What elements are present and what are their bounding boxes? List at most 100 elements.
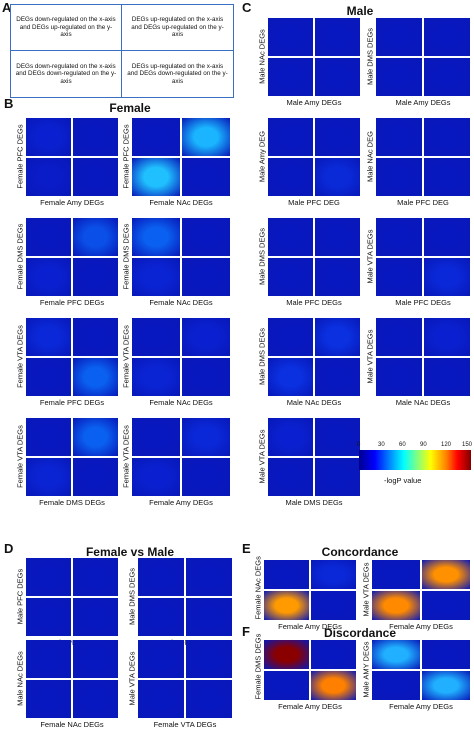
colorbar-tick: 60 (399, 442, 406, 448)
heatmap-quadrant (315, 318, 360, 356)
heatmap (26, 558, 118, 636)
heatmap-quadrant (138, 680, 184, 718)
panel-letter-e: E (242, 541, 251, 556)
heatmap-quadrant (311, 591, 356, 620)
heatmap-quadrant (73, 418, 118, 456)
heatmap-quadrant (376, 158, 422, 196)
heatmap (26, 418, 118, 496)
heatmap-y-label: Male AMY DEGs (361, 641, 371, 698)
heatmap-quadrant (315, 458, 360, 496)
discordance-title: Discordance (323, 626, 397, 640)
heatmap-x-label: Female PFC DEGs (39, 398, 105, 407)
heatmap-quadrant (186, 598, 232, 636)
heatmap-x-label: Male PFC DEG (288, 198, 340, 207)
heatmap-quadrant (424, 58, 470, 96)
heatmap-y-label: Female VTA DEGs (15, 325, 25, 388)
heatmap (26, 118, 118, 196)
heatmap-y-label: Male DMS DEGs (257, 327, 267, 386)
heatmap-quadrant (138, 640, 184, 678)
heatmap-y-label: Female PFC DEGs (121, 124, 131, 189)
heatmap-quadrant (26, 598, 71, 636)
heatmap-y-label: Male DMS DEGs (127, 567, 137, 626)
heatmap (264, 640, 356, 700)
heatmap-quadrant (26, 118, 71, 156)
heatmap-x-label: Female PFC DEGs (39, 298, 105, 307)
heatmap-quadrant (73, 358, 118, 396)
heatmap-quadrant (372, 591, 420, 620)
heatmap (132, 418, 230, 496)
heatmap (376, 218, 470, 296)
heatmap-y-label: Female DMS DEGs (15, 223, 25, 290)
heatmap-quadrant (372, 560, 420, 589)
heatmap-quadrant (311, 640, 356, 669)
panel-letter-f: F (242, 624, 250, 639)
heatmap (268, 18, 360, 96)
quadrant-legend: DEGs down-regulated on the x-axis and DE… (10, 4, 234, 98)
panel-letter-c: C (242, 0, 252, 15)
heatmap-quadrant (268, 18, 313, 56)
heatmap (268, 318, 360, 396)
heatmap-quadrant (26, 258, 71, 296)
heatmap-x-label: Female NAc DEGs (40, 720, 104, 729)
heatmap-x-label: Female DMS DEGs (39, 498, 105, 507)
heatmap-quadrant (311, 560, 356, 589)
heatmap (376, 318, 470, 396)
heatmap-quadrant (73, 458, 118, 496)
heatmap-quadrant (315, 18, 360, 56)
female-vs-male-title: Female vs Male (85, 545, 175, 559)
colorbar-tick: 90 (420, 442, 427, 448)
legend-top-right: DEGs up-regulated on the x-axis and DEGs… (122, 5, 233, 51)
heatmap-quadrant (26, 318, 71, 356)
heatmap-quadrant (424, 18, 470, 56)
heatmap-x-label: Female DMS DEGs (152, 638, 218, 647)
heatmap-quadrant (26, 358, 71, 396)
heatmap-quadrant (311, 671, 356, 700)
heatmap-quadrant (424, 258, 470, 296)
heatmap-quadrant (376, 58, 422, 96)
heatmap-y-label: Male VTA DEGs (365, 229, 375, 284)
heatmap-quadrant (376, 18, 422, 56)
heatmap-quadrant (73, 558, 118, 596)
heatmap-quadrant (376, 358, 422, 396)
colorbar-label: -logP value (384, 476, 422, 485)
heatmap-quadrant (268, 118, 313, 156)
heatmap-x-label: Female Amy DEGs (40, 198, 104, 207)
heatmap-x-label: Male NAc DEGs (286, 398, 342, 407)
heatmap-quadrant (315, 418, 360, 456)
heatmap (376, 18, 470, 96)
heatmap-x-label: Male Amy DEGs (286, 98, 342, 107)
heatmap-x-label: Female NAc DEGs (149, 198, 213, 207)
heatmap-quadrant (376, 258, 422, 296)
heatmap-quadrant (132, 458, 180, 496)
heatmap-quadrant (182, 158, 230, 196)
heatmap-quadrant (182, 358, 230, 396)
heatmap-quadrant (186, 558, 232, 596)
heatmap-x-label: Female PFC DEGs (39, 638, 105, 647)
heatmap-quadrant (26, 218, 71, 256)
heatmap (26, 318, 118, 396)
heatmap-quadrant (424, 118, 470, 156)
heatmap-quadrant (424, 218, 470, 256)
heatmap-x-label: Male DMS DEGs (285, 498, 343, 507)
heatmap-x-label: Male PFC DEGs (395, 298, 451, 307)
heatmap-y-label: Male VTA DEGs (257, 429, 267, 484)
heatmap-x-label: Female Amy DEGs (278, 622, 342, 631)
heatmap-quadrant (182, 458, 230, 496)
heatmap-x-label: Female NAc DEGs (149, 298, 213, 307)
colorbar-tick: 30 (378, 442, 385, 448)
heatmap-y-label: Male NAc DEGs (15, 651, 25, 706)
heatmap-quadrant (182, 258, 230, 296)
heatmap (138, 640, 232, 718)
heatmap-y-label: Male NAc DEGs (257, 29, 267, 84)
heatmap-quadrant (424, 318, 470, 356)
heatmap-quadrant (132, 358, 180, 396)
colorbar (359, 450, 471, 470)
heatmap-x-label: Female NAc DEGs (149, 398, 213, 407)
colorbar-tick: 150 (462, 442, 473, 448)
heatmap-quadrant (26, 458, 71, 496)
heatmap-quadrant (268, 458, 313, 496)
heatmap-quadrant (182, 218, 230, 256)
heatmap-quadrant (186, 640, 232, 678)
heatmap-x-label: Male NAc DEGs (395, 398, 451, 407)
heatmap-x-label: Male PFC DEGs (286, 298, 342, 307)
